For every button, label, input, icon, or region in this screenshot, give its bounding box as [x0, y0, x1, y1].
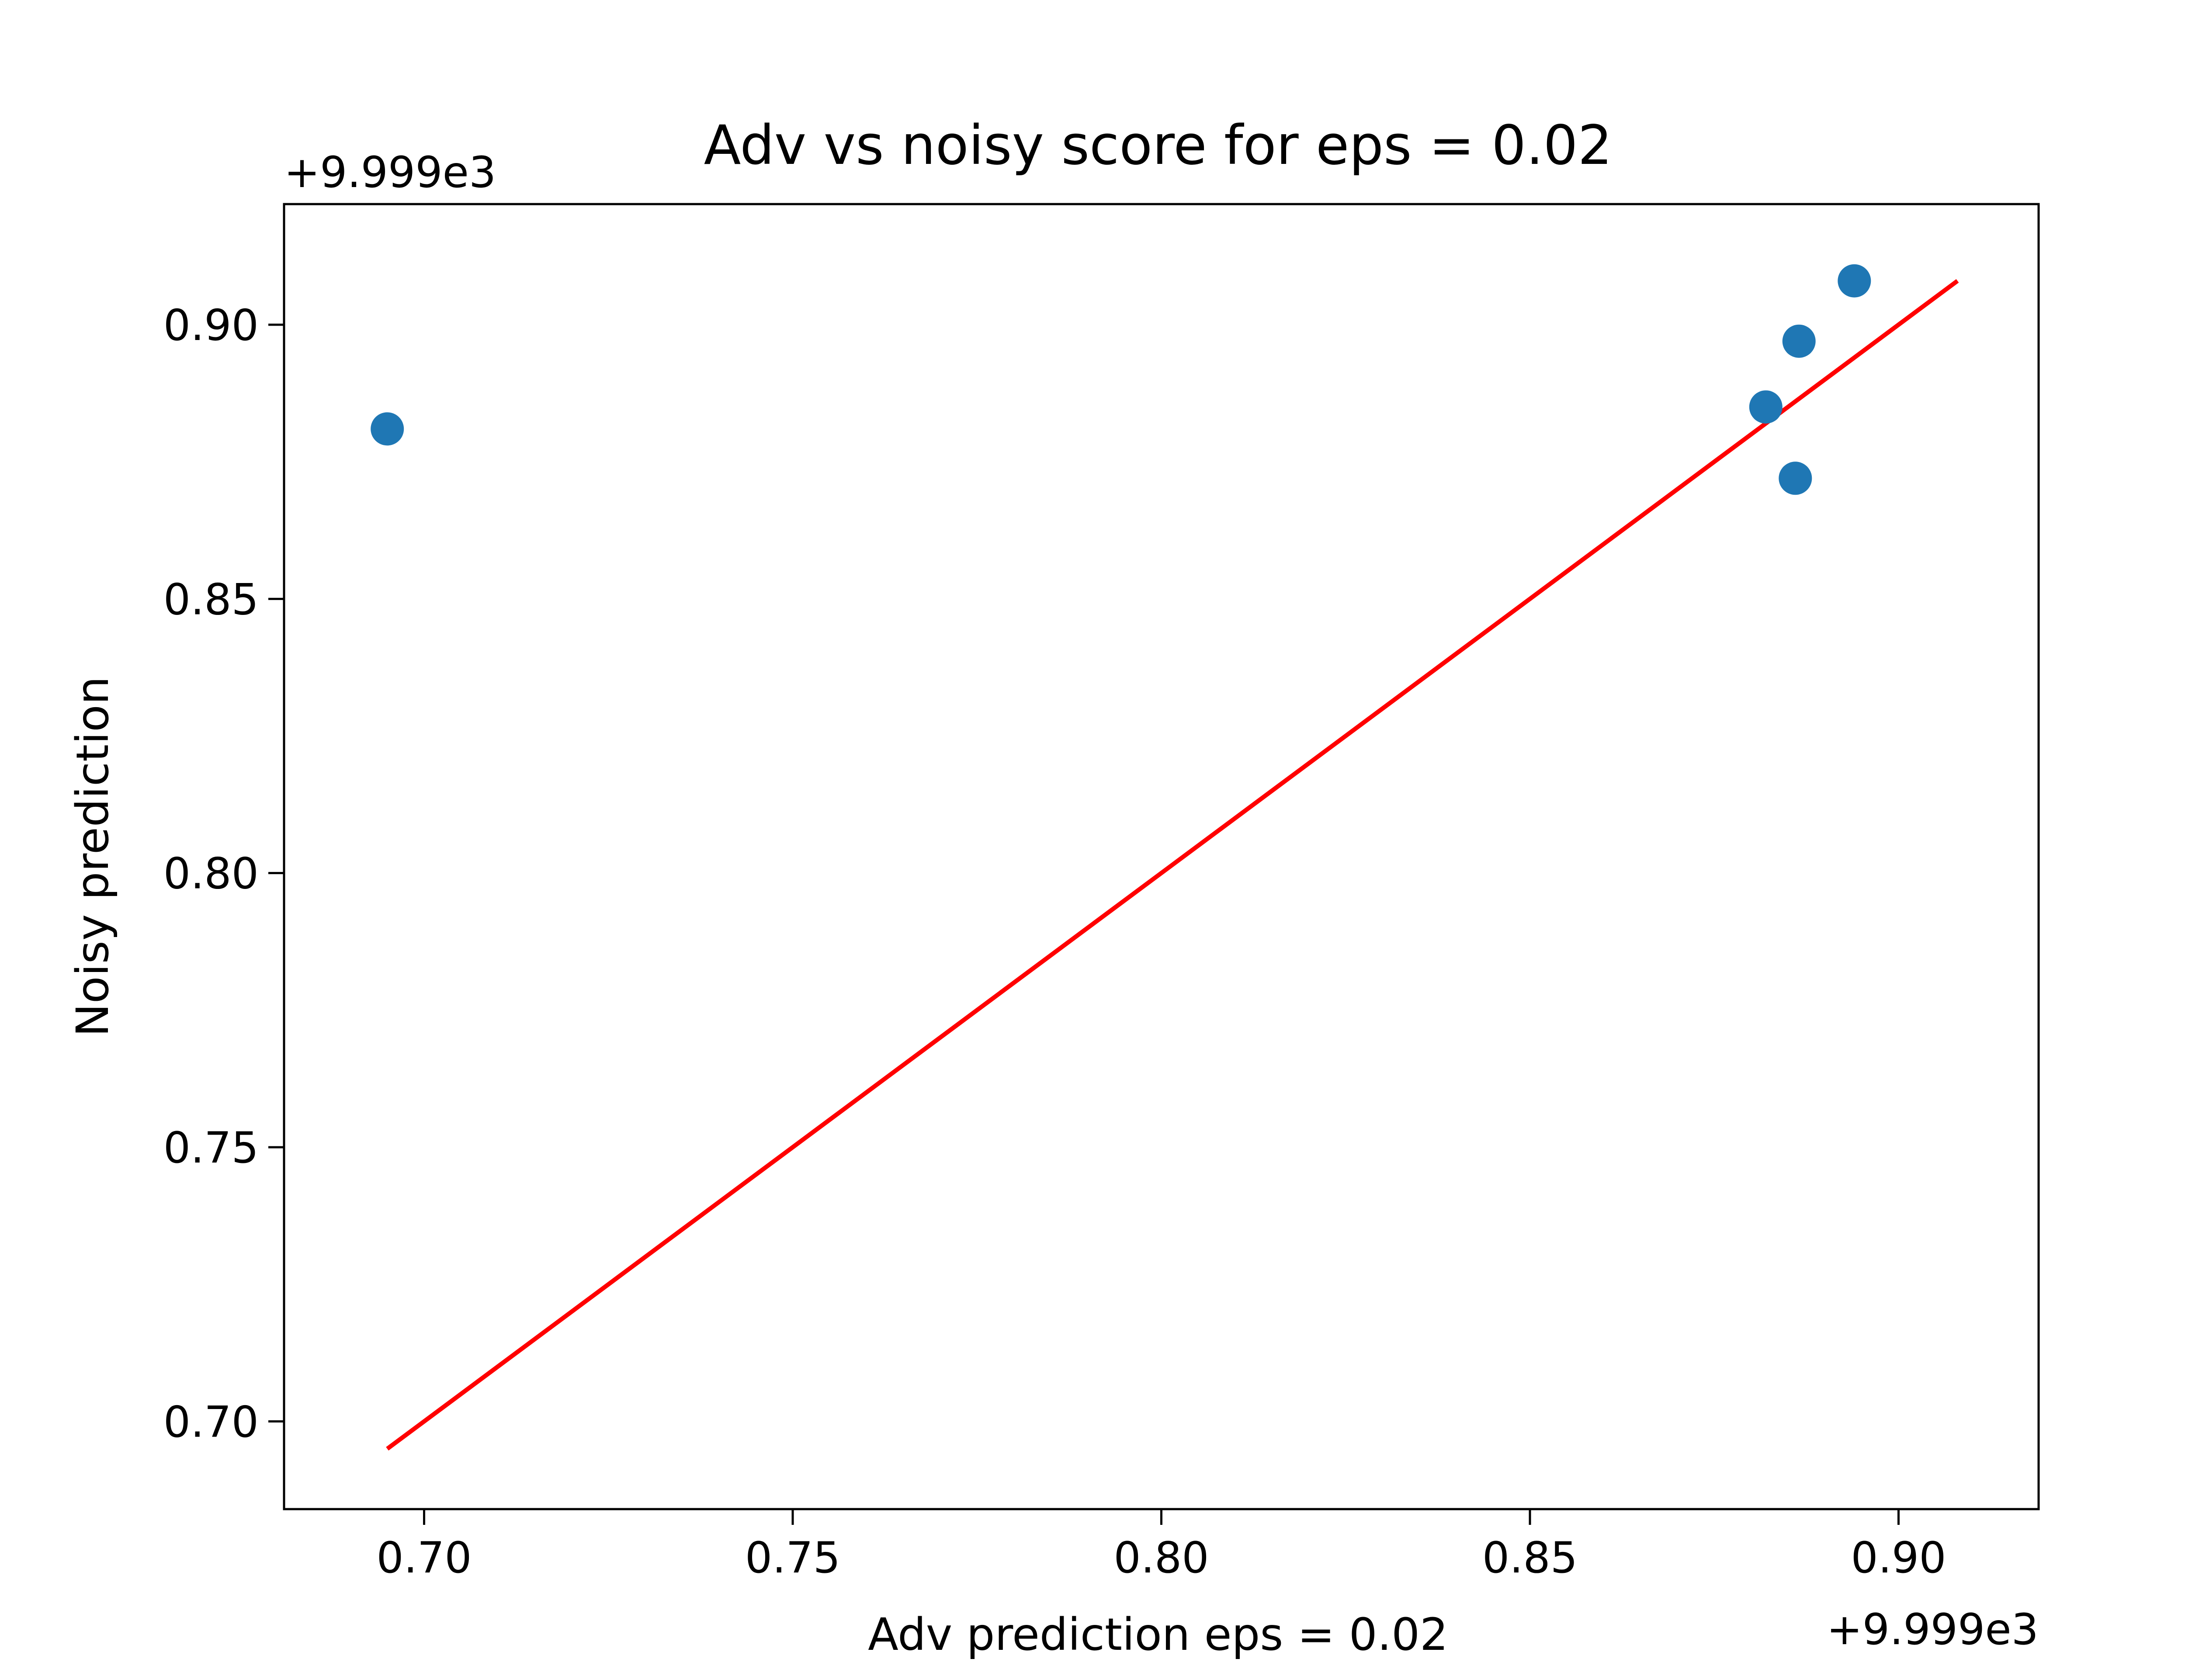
- scatter-point-1: [371, 412, 404, 446]
- reference-line: [386, 279, 1959, 1451]
- y-axis-label: Noisy prediction: [67, 677, 119, 1037]
- x-axis: 0.70 0.75 0.80 0.85 0.90: [376, 1509, 1946, 1583]
- y-tick-label-3: 0.80: [163, 849, 259, 899]
- y-tick-label-2: 0.75: [163, 1123, 259, 1173]
- y-tick-label-5: 0.90: [163, 301, 259, 351]
- plot-content: [371, 264, 1959, 1451]
- y-axis-offset-label: +9.999e3: [284, 148, 496, 198]
- x-axis-label: Adv prediction eps = 0.02: [868, 1609, 1448, 1661]
- scatter-point-4: [1779, 462, 1812, 495]
- y-tick-label-1: 0.70: [163, 1397, 259, 1447]
- x-tick-label-4: 0.85: [1482, 1533, 1578, 1583]
- x-tick-label-3: 0.80: [1113, 1533, 1209, 1583]
- scatter-point-5: [1838, 264, 1871, 298]
- x-axis-offset-label: +9.999e3: [1827, 1605, 2039, 1655]
- x-tick-label-2: 0.75: [745, 1533, 840, 1583]
- y-axis: 0.70 0.75 0.80 0.85 0.90: [163, 301, 284, 1447]
- y-tick-label-4: 0.85: [163, 575, 259, 625]
- scatter-point-3: [1782, 324, 1816, 358]
- scatter-point-2: [1749, 390, 1783, 424]
- chart-title: Adv vs noisy score for eps = 0.02: [704, 114, 1613, 177]
- x-tick-label-1: 0.70: [376, 1533, 472, 1583]
- x-tick-label-5: 0.90: [1851, 1533, 1946, 1583]
